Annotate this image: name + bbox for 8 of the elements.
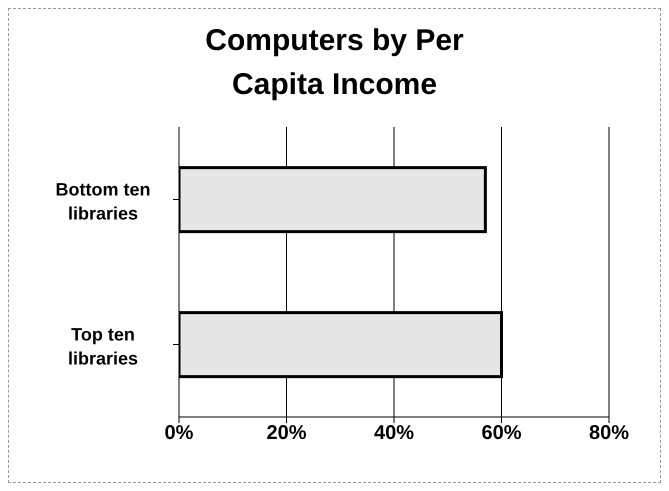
x-tick-label: 20%: [266, 422, 307, 444]
x-tick-label: 80%: [588, 422, 630, 444]
x-tick-label: 40%: [374, 422, 414, 444]
x-tick-label: 60%: [481, 422, 522, 444]
x-tick-label: 0%: [164, 422, 194, 444]
y-tick-label: Top ten libraries: [68, 324, 138, 368]
chart-title: Computers by Per Capita Income: [204, 23, 465, 103]
y-tick-label: Bottom ten libraries: [56, 180, 150, 224]
